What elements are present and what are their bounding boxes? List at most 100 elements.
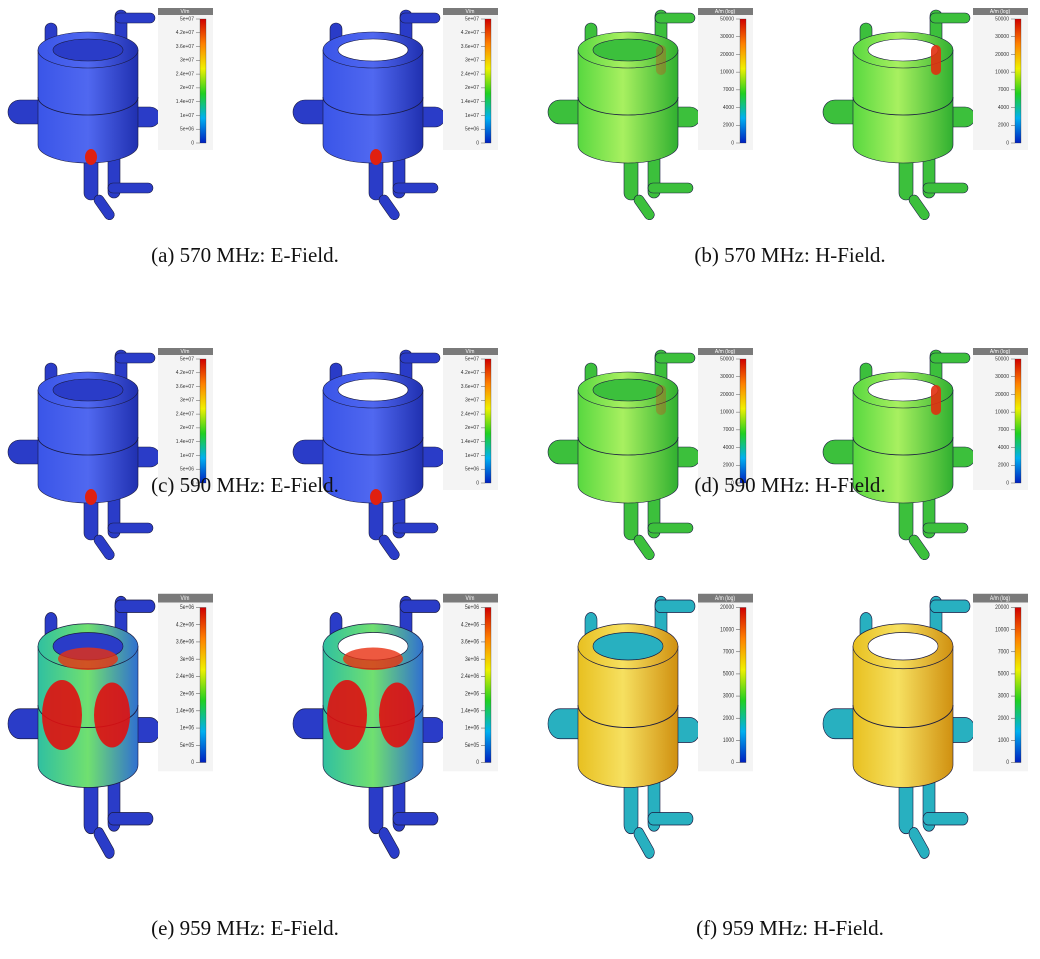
colorbar-label: 4.2e+07 [176, 30, 194, 36]
colorbar-label: 3.6e+06 [461, 639, 479, 646]
pipe [107, 522, 154, 534]
field-plot: V/m5e+07 4.2e+07 3.6e+07 3e+07 2.4e+07 2e+07 1… [7, 8, 213, 221]
colorbar-label: 7000 [998, 87, 1009, 93]
colorbar-unit: A/m (log) [715, 595, 735, 602]
colorbar-label: 0 [476, 480, 479, 486]
cavity-opening [52, 38, 124, 62]
cavity-seam [37, 436, 139, 456]
colorbar-label: 10000 [995, 69, 1009, 75]
colorbar-label: 1e+06 [180, 725, 194, 732]
field-plot: A/m (log)5000030000200001000070004000200… [547, 348, 753, 561]
colorbar-label: 1e+07 [180, 113, 194, 119]
colorbar-header [158, 593, 213, 603]
colorbar-label: 1.4e+07 [461, 99, 479, 105]
colorbar-label: 5e+06 [465, 467, 479, 473]
cavity-body [577, 645, 679, 788]
cavity-body [577, 49, 679, 164]
field-hotspot [327, 680, 367, 750]
colorbar-label: 1.4e+06 [176, 708, 194, 715]
colorbar-label: 5e+07 [465, 16, 479, 22]
pipe [399, 599, 441, 613]
colorbar-gradient [1014, 358, 1022, 484]
colorbar-unit: V/m [181, 349, 190, 355]
pipe [378, 194, 400, 221]
colorbar-label: 0 [476, 760, 479, 767]
colorbar-label: 4.2e+07 [461, 370, 479, 376]
colorbar-label: 30000 [995, 34, 1009, 40]
pipe [93, 827, 115, 859]
colorbar-label: 5e+06 [180, 605, 194, 612]
pipe [392, 182, 439, 194]
colorbar-label: 5e+07 [465, 356, 479, 362]
pipe [908, 194, 930, 221]
pipe [908, 827, 930, 859]
colorbar-label: 0 [191, 480, 194, 486]
colorbar-label: 50000 [720, 16, 734, 22]
pipe [922, 522, 969, 534]
colorbar-label: 3.6e+07 [176, 384, 194, 390]
pipe [654, 599, 696, 613]
colorbar-gradient [199, 358, 207, 484]
colorbar-label: 3e+07 [465, 398, 479, 404]
colorbar-label: 1000 [723, 738, 734, 745]
colorbar-unit: A/m (log) [715, 349, 736, 355]
field-plot: A/m (log)5000030000200001000070004000200… [822, 348, 1028, 561]
colorbar-label: 1.4e+06 [461, 708, 479, 715]
colorbar-header [698, 348, 753, 355]
pipe [647, 812, 694, 826]
field-hotspot [85, 149, 97, 165]
colorbar-label: 5000 [723, 671, 734, 678]
colorbar-gradient [739, 607, 747, 763]
pipe [633, 194, 655, 221]
colorbar-label: 2000 [723, 463, 734, 469]
field-plot: A/m (log)5000030000200001000070004000200… [547, 8, 753, 221]
colorbar-label: 2e+07 [180, 425, 194, 431]
colorbar-gradient [1014, 607, 1022, 763]
field-hotspot [94, 682, 130, 748]
colorbar-header [443, 8, 498, 15]
cavity-opening [592, 632, 664, 661]
colorbar-gradient [739, 358, 747, 484]
cavity-seam [577, 436, 679, 456]
colorbar-label: 1000 [998, 738, 1009, 745]
pipe [654, 12, 696, 24]
colorbar-label: 5e+07 [180, 356, 194, 362]
field-plot: V/m5e+07 4.2e+07 3.6e+07 3e+07 2.4e+07 2e+07 1… [292, 348, 498, 561]
field-hotspot [42, 680, 82, 750]
colorbar-label: 3e+06 [465, 656, 479, 663]
cavity-body [852, 389, 954, 504]
subfigure-caption: (a) 570 MHz: E-Field. [151, 243, 339, 267]
cavity-body [852, 645, 954, 788]
colorbar-label: 4000 [723, 445, 734, 451]
colorbar-label: 5000 [998, 671, 1009, 678]
colorbar-label: 5e+06 [465, 127, 479, 133]
colorbar-label: 1.4e+07 [461, 439, 479, 445]
colorbar-label: 2.4e+07 [176, 411, 194, 417]
field-plot: A/m (log)5000030000200001000070004000200… [822, 8, 1028, 221]
colorbar-label: 10000 [720, 69, 734, 75]
pipe [908, 534, 930, 561]
field-hotspot [379, 682, 415, 748]
colorbar-label: 3e+07 [180, 398, 194, 404]
cavity-seam [852, 704, 954, 728]
field-hotspot [931, 45, 941, 75]
cavity-body [577, 389, 679, 504]
colorbar-label: 5e+05 [180, 743, 194, 750]
cavity-opening [867, 38, 939, 62]
pipe [647, 522, 694, 534]
colorbar-label: 10000 [720, 409, 734, 415]
colorbar-label: 5e+07 [180, 16, 194, 22]
cavity-opening [52, 378, 124, 402]
colorbar-label: 1e+06 [465, 725, 479, 732]
colorbar-label: 5e+06 [180, 127, 194, 133]
colorbar-label: 7000 [723, 427, 734, 433]
colorbar-label: 20000 [995, 605, 1009, 612]
colorbar-label: 0 [731, 140, 734, 146]
pipe [929, 12, 971, 24]
colorbar-label: 0 [1006, 480, 1009, 486]
subfigure-caption: (c) 590 MHz: E-Field. [151, 473, 339, 497]
pipe [922, 182, 969, 194]
colorbar-label: 4.2e+07 [461, 30, 479, 36]
